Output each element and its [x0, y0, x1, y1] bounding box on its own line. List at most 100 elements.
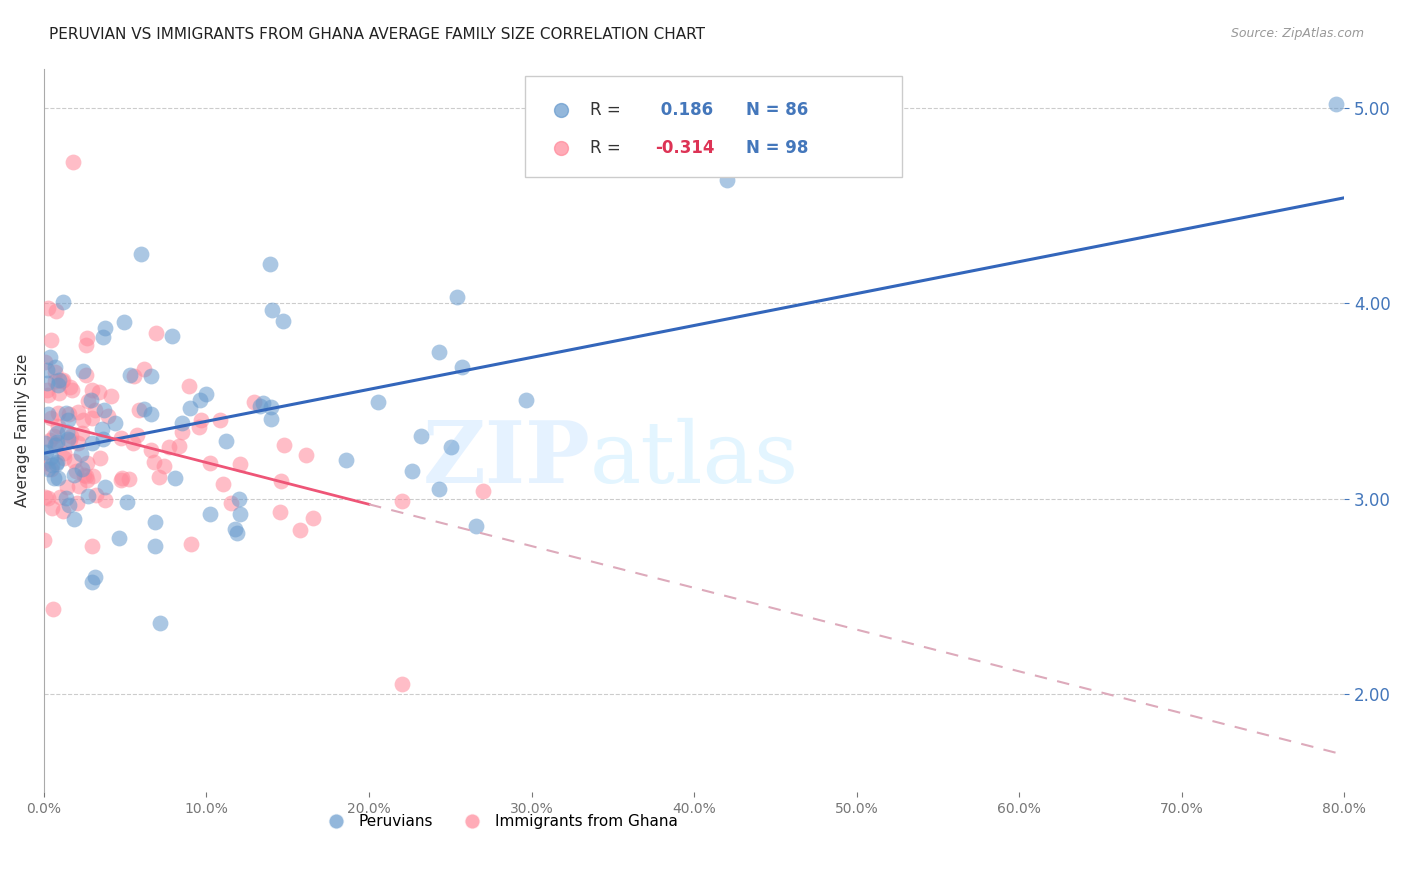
Point: [87, 384, 110, 399]
Legend: Peruvians, Immigrants from Ghana: Peruvians, Immigrants from Ghana: [315, 808, 683, 835]
Point: [260, 302, 283, 317]
Point: [45, 304, 67, 318]
Point: [55, 491, 77, 505]
Point: [34, 355, 56, 369]
Point: [70, 425, 93, 440]
Point: [55, 479, 77, 493]
Point: [132, 361, 155, 376]
Point: [65, 464, 87, 478]
Point: [142, 455, 165, 469]
Point: [39, 433, 62, 447]
Point: [427, 345, 450, 359]
Point: [219, 496, 242, 510]
Point: [129, 246, 152, 260]
Point: [75, 338, 97, 352]
Point: [269, 505, 291, 519]
Point: [110, 431, 132, 445]
Point: [82, 410, 104, 425]
Point: [100, 390, 122, 404]
Point: [77, 489, 100, 503]
Point: [46, 377, 69, 392]
Point: [48, 386, 70, 401]
Point: [93, 480, 115, 494]
Point: [93, 402, 115, 417]
Point: [167, 439, 190, 453]
Point: [179, 401, 201, 415]
Point: [94, 321, 117, 335]
Point: [208, 413, 231, 427]
Point: [198, 456, 221, 470]
Point: [83, 403, 105, 417]
Point: [162, 328, 184, 343]
Point: [46, 437, 69, 451]
Point: [32, 456, 55, 470]
Point: [270, 474, 292, 488]
Point: [440, 440, 463, 454]
Point: [51, 373, 73, 387]
Point: [55, 406, 77, 420]
Point: [75, 469, 97, 483]
Point: [153, 458, 176, 473]
Point: [37, 301, 59, 316]
Point: [37, 491, 59, 505]
Point: [37, 388, 59, 402]
Point: [84, 570, 107, 584]
Point: [52, 445, 75, 459]
Text: Source: ZipAtlas.com: Source: ZipAtlas.com: [1230, 27, 1364, 40]
Point: [112, 315, 135, 329]
Point: [198, 507, 221, 521]
Point: [77, 394, 100, 409]
Point: [117, 494, 139, 508]
Point: [80, 392, 103, 407]
Point: [118, 472, 141, 486]
Point: [94, 493, 117, 508]
Point: [145, 326, 167, 340]
Point: [35, 445, 58, 459]
Point: [48, 471, 70, 485]
Point: [34, 490, 56, 504]
Point: [75, 368, 97, 382]
Point: [72, 364, 94, 378]
Point: [260, 401, 283, 415]
Point: [401, 464, 423, 478]
Point: [187, 420, 209, 434]
Point: [226, 526, 249, 541]
Point: [44, 438, 66, 452]
Point: [32, 533, 55, 547]
Point: [73, 468, 96, 483]
Point: [59, 380, 82, 394]
Point: [295, 448, 318, 462]
Point: [62, 155, 84, 169]
Point: [91, 330, 114, 344]
Point: [427, 482, 450, 496]
Point: [228, 507, 250, 521]
Point: [229, 457, 252, 471]
Point: [45, 457, 67, 471]
Point: [69, 447, 91, 461]
Point: [111, 470, 134, 484]
Point: [42, 471, 65, 485]
Point: [66, 405, 89, 419]
Point: [139, 368, 162, 383]
Point: [224, 522, 246, 536]
Point: [76, 331, 98, 345]
Point: [44, 374, 66, 388]
Point: [35, 376, 58, 390]
Point: [51, 374, 73, 388]
Y-axis label: Average Family Size: Average Family Size: [15, 353, 30, 507]
Text: N = 98: N = 98: [747, 139, 808, 157]
Point: [39, 450, 62, 465]
Point: [84, 488, 107, 502]
Point: [301, 510, 323, 524]
Point: [141, 407, 163, 421]
Point: [163, 471, 186, 485]
Point: [180, 537, 202, 551]
Point: [46, 454, 69, 468]
Point: [145, 539, 167, 553]
Point: [46, 419, 69, 434]
Point: [91, 422, 114, 436]
Point: [128, 403, 150, 417]
Point: [60, 383, 83, 397]
Point: [66, 496, 89, 510]
Point: [39, 350, 62, 364]
